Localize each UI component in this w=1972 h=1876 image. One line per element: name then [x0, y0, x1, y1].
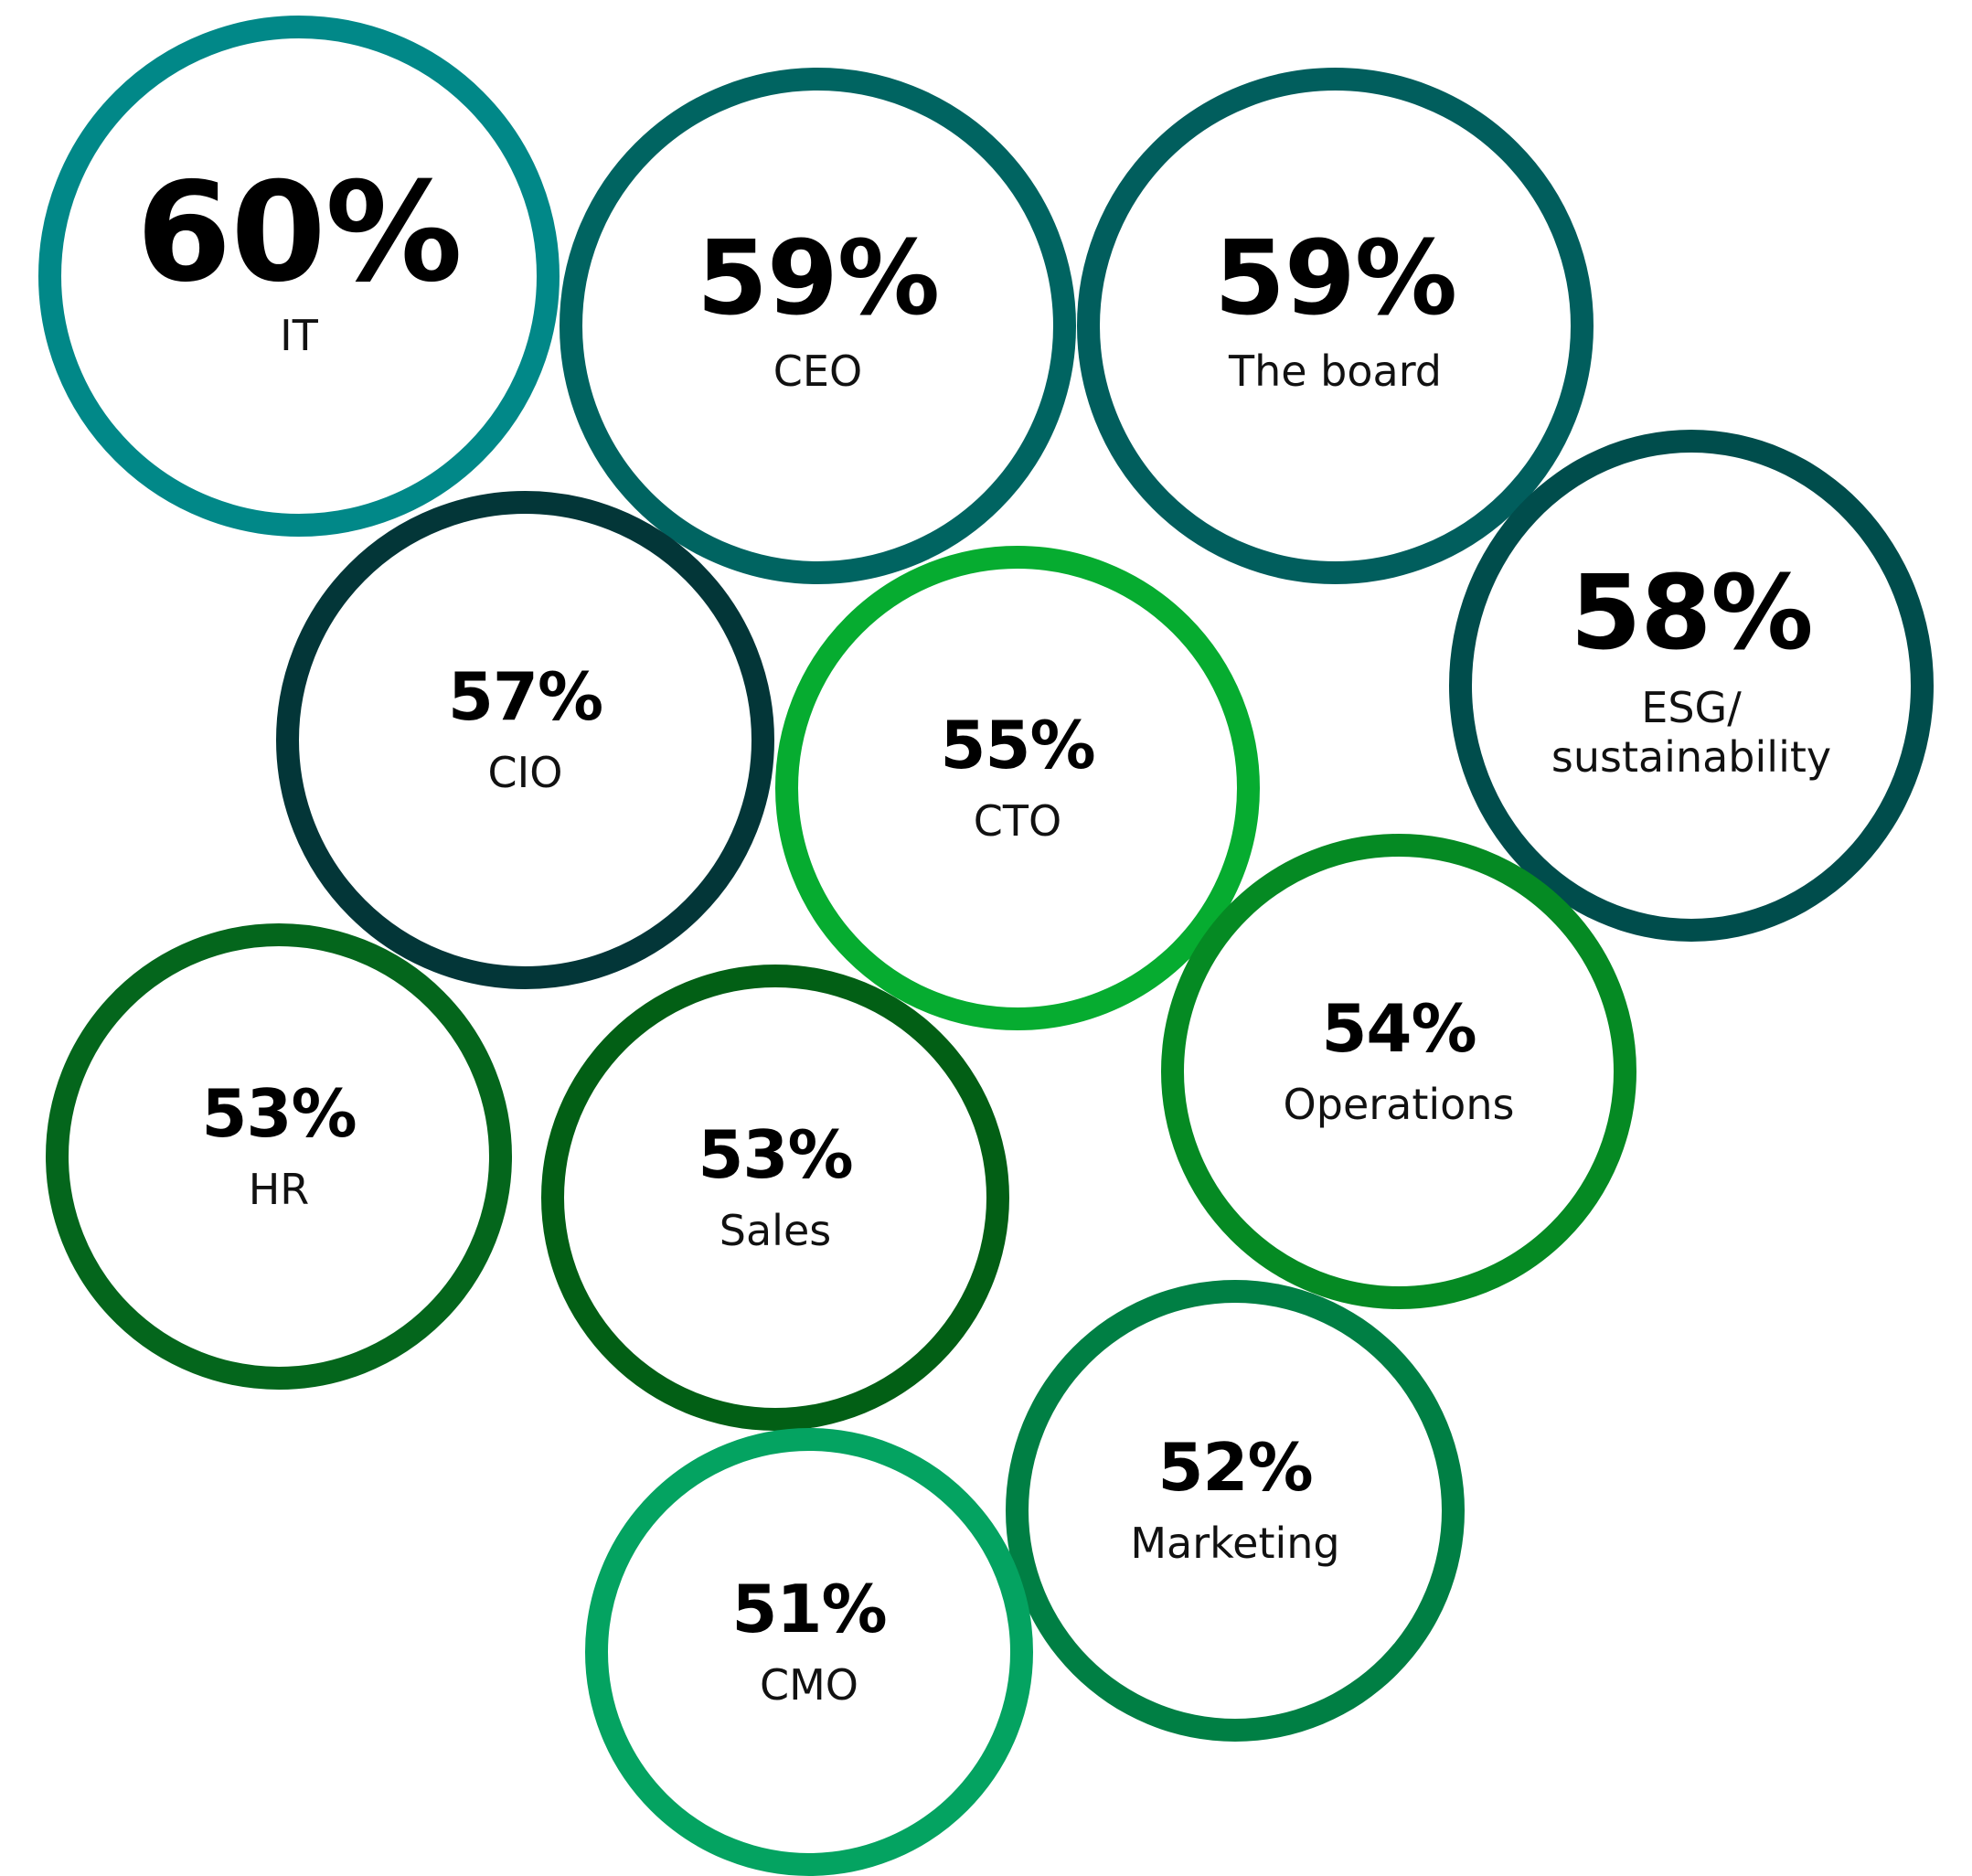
bubble-ceo: 59% CEO: [560, 68, 1076, 584]
bubble-label: CEO: [773, 346, 863, 397]
bubble-the-board: 59% The board: [1077, 68, 1594, 584]
bubble-operations: 54% Operations: [1161, 834, 1636, 1309]
bubble-cio: 57% CIO: [276, 491, 774, 989]
bubble-hr: 53% HR: [46, 923, 512, 1390]
bubble-cmo: 51% CMO: [585, 1428, 1033, 1876]
bubble-value: 59%: [696, 219, 940, 339]
bubble-value: 54%: [1321, 989, 1476, 1067]
bubble-label: The board: [1228, 346, 1442, 397]
bubble-cto: 55% CTO: [775, 546, 1260, 1030]
bubble-label: ESG/ sustainability: [1551, 682, 1832, 782]
bubble-label: IT: [280, 310, 318, 360]
bubble-label: CTO: [973, 795, 1062, 846]
bubble-value: 59%: [1213, 219, 1457, 339]
bubble-it: 60% IT: [38, 16, 560, 537]
bubble-value: 52%: [1157, 1429, 1313, 1507]
bubble-label: CIO: [487, 748, 563, 798]
bubble-label: Sales: [719, 1205, 832, 1255]
bubble-value: 60%: [135, 153, 463, 313]
bubble-value: 55%: [940, 706, 1095, 783]
bubble-label: Marketing: [1130, 1519, 1340, 1569]
bubble-marketing: 52% Marketing: [1006, 1280, 1465, 1742]
bubble-label: CMO: [759, 1659, 858, 1710]
bubble-value: 57%: [447, 658, 603, 736]
bubble-esg-sustainability: 58% ESG/ sustainability: [1449, 430, 1934, 942]
bubble-value: 58%: [1570, 553, 1813, 673]
bubble-label: HR: [248, 1164, 310, 1214]
bubble-label: Operations: [1283, 1079, 1515, 1129]
bubble-value: 53%: [698, 1115, 853, 1193]
bubble-value: 53%: [201, 1074, 357, 1152]
bubble-sales: 53% Sales: [541, 965, 1009, 1431]
bubble-value: 51%: [731, 1570, 887, 1647]
